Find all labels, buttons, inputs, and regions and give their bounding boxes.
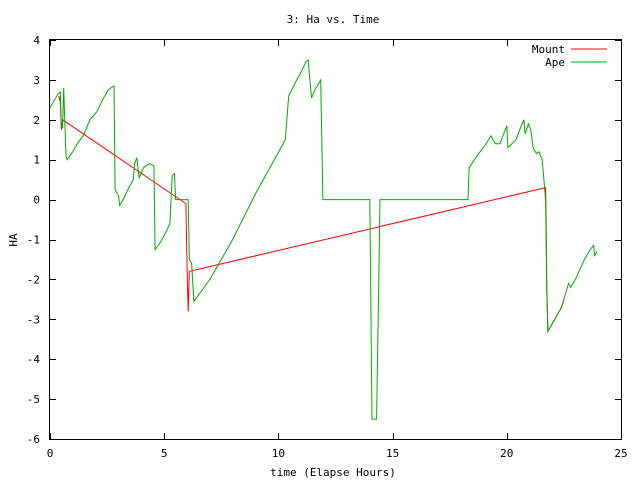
x-tick-label: 20 bbox=[500, 447, 513, 460]
y-tick-label: -2 bbox=[27, 273, 40, 286]
chart-title: 3: Ha vs. Time bbox=[287, 13, 380, 26]
legend-label-ape: Ape bbox=[545, 56, 565, 69]
y-tick-label: -5 bbox=[27, 393, 40, 406]
series-ape-line bbox=[49, 59, 598, 420]
x-axis-label: time (Elapse Hours) bbox=[270, 466, 396, 479]
series-layer bbox=[49, 59, 598, 420]
y-tick-label: 2 bbox=[33, 114, 40, 127]
x-tick-label: 10 bbox=[272, 447, 285, 460]
series-mount-line bbox=[58, 95, 565, 334]
legend-label-mount: Mount bbox=[532, 43, 565, 56]
x-tick-label: 0 bbox=[47, 447, 54, 460]
y-tick-label: -4 bbox=[27, 353, 41, 366]
y-tick-label: 0 bbox=[33, 194, 40, 207]
y-axis-label: HA bbox=[7, 233, 20, 247]
plot-frame bbox=[49, 39, 622, 440]
y-tick-label: -6 bbox=[27, 433, 40, 446]
x-tick-label: 25 bbox=[614, 447, 627, 460]
ticks-layer: 0 5 10 15 20 25 -6 -5 -4 -3 -2 -1 0 1 2 3 4 bbox=[27, 34, 628, 460]
y-tick-label: 4 bbox=[33, 34, 40, 47]
x-tick-label: 15 bbox=[386, 447, 399, 460]
y-tick-label: -1 bbox=[27, 234, 40, 247]
y-tick-label: 3 bbox=[33, 74, 40, 87]
x-tick-label: 5 bbox=[161, 447, 168, 460]
y-tick-label: -3 bbox=[27, 313, 40, 326]
y-tick-label: 1 bbox=[33, 154, 40, 167]
